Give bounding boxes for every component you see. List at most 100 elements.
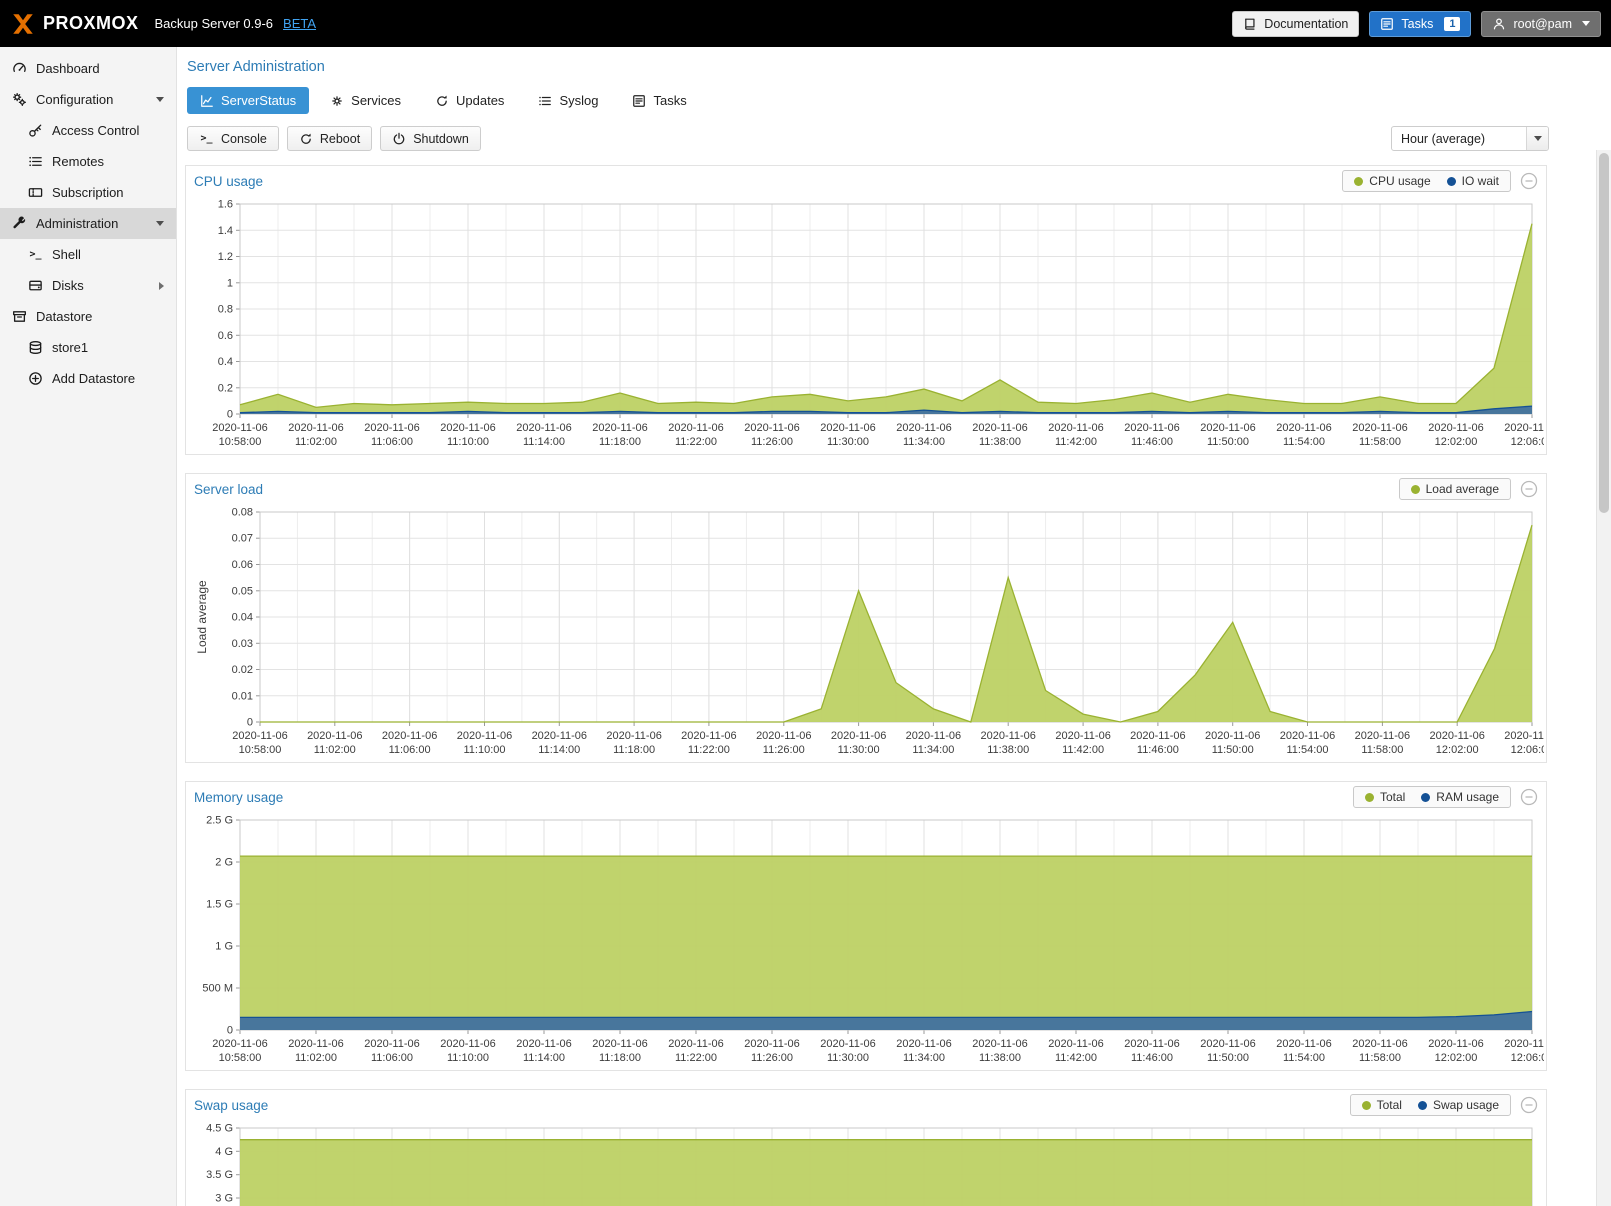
svg-text:11:26:00: 11:26:00 — [751, 1052, 793, 1064]
svg-text:12:06:00: 12:06:00 — [1511, 744, 1544, 756]
sidebar-item-add-datastore[interactable]: Add Datastore — [0, 363, 176, 394]
legend-item-total[interactable]: Total — [1361, 1098, 1402, 1112]
list-icon — [28, 154, 43, 169]
sidebar-item-store1[interactable]: store1 — [0, 332, 176, 363]
tab-syslog[interactable]: Syslog — [525, 87, 611, 114]
collapse-panel-button[interactable] — [1520, 1096, 1538, 1114]
svg-text:2020-11-06: 2020-11-06 — [516, 422, 571, 434]
collapse-panel-button[interactable] — [1520, 788, 1538, 806]
svg-text:2020-11-06: 2020-11-06 — [457, 730, 512, 742]
tab-services[interactable]: Services — [317, 87, 414, 114]
sidebar-item-remotes[interactable]: Remotes — [0, 146, 176, 177]
sidebar-item-datastore[interactable]: Datastore — [0, 301, 176, 332]
svg-text:2020-11-06: 2020-11-06 — [1352, 1038, 1407, 1050]
svg-text:2020-11-06: 2020-11-06 — [972, 422, 1027, 434]
sidebar-item-label: Subscription — [52, 185, 124, 200]
sidebar-item-shell[interactable]: >_ Shell — [0, 239, 176, 270]
sidebar-item-configuration[interactable]: Configuration — [0, 84, 176, 115]
svg-text:11:46:00: 11:46:00 — [1131, 436, 1173, 448]
svg-text:0.07: 0.07 — [232, 533, 253, 545]
collapse-panel-button[interactable] — [1520, 172, 1538, 190]
svg-text:2020-11-06: 2020-11-06 — [1355, 730, 1410, 742]
svg-text:11:26:00: 11:26:00 — [763, 744, 805, 756]
svg-text:2020-11-06: 2020-11-06 — [1276, 422, 1331, 434]
user-menu-button[interactable]: root@pam — [1481, 10, 1601, 37]
collapsed-arrow-icon[interactable] — [159, 281, 164, 290]
sidebar-item-label: Remotes — [52, 154, 105, 169]
scrollbar-thumb[interactable] — [1599, 153, 1609, 513]
plus-circle-icon — [28, 371, 43, 386]
sidebar-item-access-control[interactable]: Access Control — [0, 115, 176, 146]
tab-serverstatus[interactable]: ServerStatus — [187, 87, 310, 114]
sidebar-item-administration[interactable]: Administration — [0, 208, 176, 239]
svg-text:1 G: 1 G — [215, 941, 233, 953]
panel-title: Memory usage — [194, 789, 284, 805]
console-label: Console — [221, 131, 267, 146]
memory-usage-chart: 0 500 M 1 G 1.5 G 2 G 2.5 G 2020-11-06 10:58:00… — [202, 815, 1544, 1065]
tasks-button[interactable]: Tasks 1 — [1369, 10, 1472, 37]
beta-link[interactable]: BETA — [283, 16, 317, 31]
list-icon — [538, 94, 552, 108]
svg-text:2020-11-06: 2020-11-06 — [756, 730, 811, 742]
svg-text:3.5 G: 3.5 G — [206, 1169, 233, 1181]
sidebar-item-dashboard[interactable]: Dashboard — [0, 53, 176, 84]
panel-memory-usage: Memory usage Total RAM usage 0 500 M 1 G 1.… — [185, 781, 1547, 1071]
disk-icon — [28, 278, 43, 293]
svg-text:2.5 G: 2.5 G — [206, 815, 233, 827]
svg-text:11:42:00: 11:42:00 — [1062, 744, 1104, 756]
wrench-icon — [12, 216, 27, 231]
panel-title: Server load — [194, 481, 264, 497]
svg-text:2020-11-06: 2020-11-06 — [1200, 422, 1255, 434]
gears-icon — [12, 92, 27, 107]
reboot-button[interactable]: Reboot — [286, 126, 373, 151]
tab-updates[interactable]: Updates — [422, 87, 517, 114]
console-button[interactable]: >_ Console — [187, 126, 279, 151]
svg-text:0.6: 0.6 — [218, 330, 233, 342]
svg-text:2020-11-06: 2020-11-06 — [681, 730, 736, 742]
ticket-icon — [28, 185, 43, 200]
sidebar-item-subscription[interactable]: Subscription — [0, 177, 176, 208]
refresh-icon — [435, 94, 449, 108]
shutdown-button[interactable]: Shutdown — [380, 126, 481, 151]
tab-tasks[interactable]: Tasks — [619, 87, 699, 114]
documentation-button[interactable]: Documentation — [1232, 10, 1360, 37]
panel-header: Server load Load average — [186, 474, 1546, 504]
svg-text:1.6: 1.6 — [218, 199, 233, 211]
legend: CPU usage IO wait — [1342, 170, 1511, 192]
svg-text:2020-11-06: 2020-11-06 — [1205, 730, 1260, 742]
sidebar-item-label: Shell — [52, 247, 81, 262]
panel-server-load: Server load Load average 0 0.01 0.02 0.03 0.… — [185, 473, 1547, 763]
svg-text:0.2: 0.2 — [218, 382, 233, 394]
time-range-select[interactable]: Hour (average) — [1391, 126, 1549, 151]
sidebar-item-disks[interactable]: Disks — [0, 270, 176, 301]
minus-circle-icon — [1520, 480, 1538, 498]
svg-text:11:18:00: 11:18:00 — [599, 436, 641, 448]
svg-text:11:10:00: 11:10:00 — [447, 1052, 489, 1064]
legend-item-cpu-usage[interactable]: CPU usage — [1354, 174, 1431, 188]
legend-item-total[interactable]: Total — [1364, 790, 1405, 804]
expand-arrow-icon[interactable] — [156, 221, 164, 226]
legend-item-ram-usage[interactable]: RAM usage — [1421, 790, 1499, 804]
svg-text:500 M: 500 M — [202, 983, 233, 995]
svg-text:12:02:00: 12:02:00 — [1436, 744, 1479, 756]
svg-text:2020-11-06: 2020-11-06 — [364, 1038, 419, 1050]
expand-arrow-icon[interactable] — [156, 97, 164, 102]
legend-item-io-wait[interactable]: IO wait — [1446, 174, 1499, 188]
legend-dot — [1364, 792, 1374, 802]
legend-item-load-average[interactable]: Load average — [1410, 482, 1499, 496]
svg-text:0.8: 0.8 — [218, 304, 233, 316]
tab-label: ServerStatus — [221, 93, 297, 108]
sidebar-item-label: Configuration — [36, 92, 114, 107]
svg-text:0.04: 0.04 — [232, 612, 253, 624]
legend: Total Swap usage — [1349, 1094, 1511, 1116]
svg-text:2020-11-06: 2020-11-06 — [288, 422, 343, 434]
svg-text:2020-11-06: 2020-11-06 — [1130, 730, 1185, 742]
sidebar-item-label: Access Control — [52, 123, 140, 138]
collapse-panel-button[interactable] — [1520, 480, 1538, 498]
legend-item-swap-usage[interactable]: Swap usage — [1417, 1098, 1499, 1112]
svg-text:2020-11-06: 2020-11-06 — [232, 730, 287, 742]
svg-text:2020-11-06: 2020-11-06 — [1055, 730, 1110, 742]
legend-dot — [1410, 484, 1420, 494]
vertical-scrollbar[interactable] — [1596, 150, 1611, 1206]
svg-text:11:42:00: 11:42:00 — [1055, 1052, 1097, 1064]
